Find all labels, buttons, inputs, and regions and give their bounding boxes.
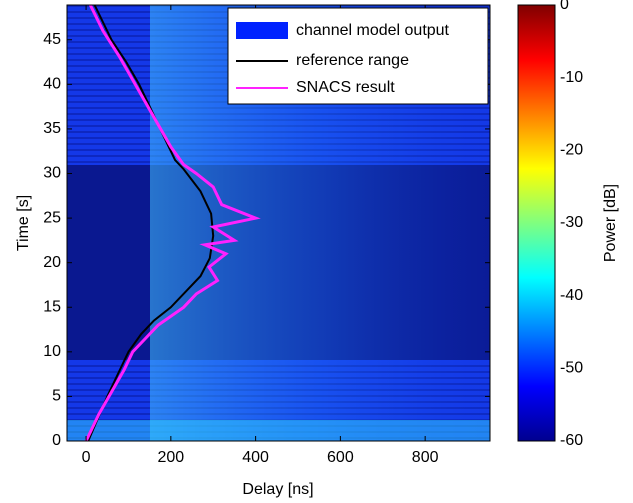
- y-tick-label: 25: [43, 209, 61, 226]
- legend-label: channel model output: [296, 22, 450, 39]
- legend: channel model output reference range SNACS…: [227, 7, 489, 105]
- colorbar-label: Power [dB]: [602, 184, 619, 262]
- colorbar-tick-label: -60: [560, 432, 583, 449]
- y-tick-label: 30: [43, 165, 61, 182]
- colorbar-tick-label: -40: [560, 287, 583, 304]
- x-tick-label: 200: [157, 449, 184, 466]
- heatmap-texture: [67, 420, 490, 441]
- legend-label: SNACS result: [296, 79, 395, 96]
- y-tick-label: 15: [43, 298, 61, 315]
- x-tick-label: 400: [242, 449, 269, 466]
- x-axis-label: Delay [ns]: [242, 481, 313, 498]
- colorbar-tick-label: -20: [560, 142, 583, 159]
- y-tick-label: 35: [43, 120, 61, 137]
- series-line: [87, 5, 215, 441]
- y-tick-label: 5: [52, 388, 61, 405]
- colorbar: [517, 4, 556, 442]
- colorbar-tick-label: -30: [560, 214, 583, 231]
- axes-box: [66, 4, 491, 442]
- y-tick-label: 45: [43, 31, 61, 48]
- colorbar-tick-label: -50: [560, 360, 583, 377]
- y-tick-label: 20: [43, 254, 61, 271]
- x-tick-label: 600: [327, 449, 354, 466]
- colorbar-tick-label: -10: [560, 69, 583, 86]
- legend-swatch: [236, 22, 288, 39]
- y-tick-label: 0: [52, 432, 61, 449]
- y-axis-label: Time [s]: [15, 195, 32, 251]
- y-tick-label: 10: [43, 343, 61, 360]
- x-tick-label: 800: [412, 449, 439, 466]
- colorbar-tick-label: 0: [560, 0, 569, 13]
- y-tick-label: 40: [43, 76, 61, 93]
- x-tick-label: 0: [82, 449, 91, 466]
- legend-label: reference range: [296, 52, 409, 69]
- series-line: [84, 5, 261, 441]
- axes: 0 200 400 600 800 0 5 10 15 20 25 30 35 40 45 -60 -50 -40…: [43, 0, 583, 466]
